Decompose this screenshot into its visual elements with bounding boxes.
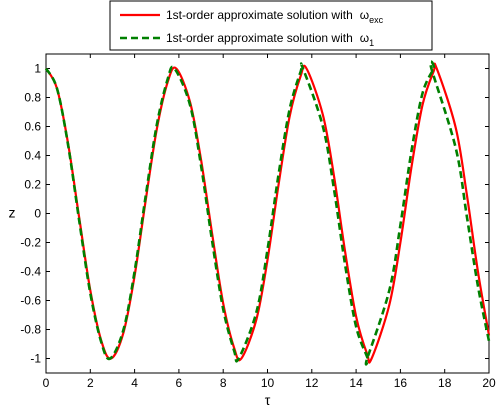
y-tick-label: -0.8 <box>20 323 41 337</box>
y-tick-label: 0.2 <box>24 178 41 192</box>
legend-label-text: 1st-order approximate solution with <box>166 31 353 45</box>
legend-label-1: 1st-order approximate solution with ωexc <box>166 8 384 25</box>
series-layer <box>44 60 491 366</box>
plot-area <box>45 53 490 374</box>
x-tick-label: 10 <box>261 376 275 390</box>
x-tick-label: 20 <box>482 376 496 390</box>
y-tick-label: 0.8 <box>24 91 41 105</box>
y-tick-label: 0 <box>34 207 41 221</box>
x-tick-label: 18 <box>438 376 452 390</box>
x-tick-label: 6 <box>176 376 183 390</box>
y-tick-label: -1 <box>30 352 41 366</box>
legend-label-2: 1st-order approximate solution with ω1 <box>166 31 374 48</box>
x-tick-label: 14 <box>349 376 363 390</box>
legend-omega-subscript: 1 <box>369 38 374 48</box>
x-tick-label: 0 <box>43 376 50 390</box>
y-tick-label: -0.2 <box>20 236 41 250</box>
y-axis-ticks: -1 -0.8 -0.6 -0.4 -0.2 0 0.2 0.4 0.6 0.8 1 <box>20 62 489 366</box>
x-tick-label: 12 <box>305 376 319 390</box>
y-tick-label: 0.6 <box>24 120 41 134</box>
legend-label-text: 1st-order approximate solution with <box>166 8 353 22</box>
x-tick-label: 8 <box>220 376 227 390</box>
x-axis-ticks: 0 2 4 6 8 10 12 14 16 18 20 <box>43 54 496 390</box>
x-axis-label: τ <box>265 392 271 408</box>
y-tick-label: -0.4 <box>20 265 41 279</box>
x-tick-label: 4 <box>131 376 138 390</box>
y-tick-label: 1 <box>34 62 41 76</box>
y-tick-label: -0.6 <box>20 294 41 308</box>
legend: 1st-order approximate solution with ωexc1… <box>109 0 433 51</box>
x-tick-label: 16 <box>394 376 408 390</box>
x-tick-label: 2 <box>87 376 94 390</box>
legend-omega-symbol: ω <box>360 8 369 22</box>
legend-omega-symbol: ω <box>360 31 369 45</box>
y-axis-label: z <box>9 205 16 221</box>
legend-omega-subscript: exc <box>369 15 384 25</box>
y-tick-label: 0.4 <box>24 149 41 163</box>
legend-box <box>109 0 433 51</box>
series-line-2 <box>44 60 491 366</box>
